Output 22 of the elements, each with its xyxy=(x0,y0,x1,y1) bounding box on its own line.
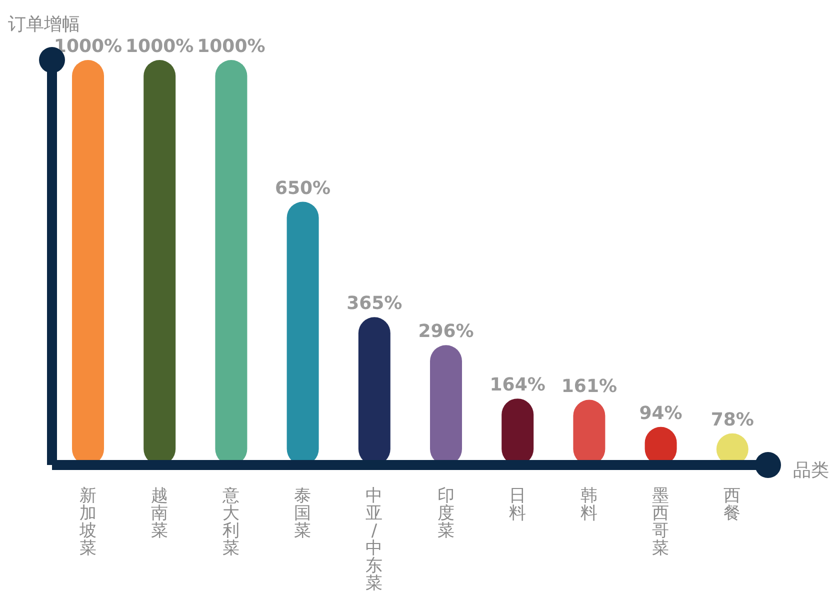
data-label: 365% xyxy=(346,293,402,314)
data-label: 1000% xyxy=(54,36,122,57)
y-axis-title: 订单增幅 xyxy=(8,13,80,36)
x-tick-label: 中亚/中东菜 xyxy=(366,486,383,594)
x-tick-label: 意大利菜 xyxy=(222,486,240,558)
data-label: 164% xyxy=(490,374,546,396)
x-axis-title: 品类 xyxy=(793,459,829,482)
x-tick-label: 韩料 xyxy=(580,486,598,524)
x-tick-label: 印度菜 xyxy=(437,486,454,541)
x-tick-label: 墨西哥菜 xyxy=(652,486,670,558)
data-label: 161% xyxy=(561,376,618,397)
x-tick-label: 日料 xyxy=(508,486,526,524)
data-label: 650% xyxy=(274,178,331,199)
x-tick-label: 泰国菜 xyxy=(294,486,312,541)
data-label: 94% xyxy=(639,402,682,424)
x-tick-label: 新加坡菜 xyxy=(78,486,96,558)
data-label: 1000% xyxy=(197,36,266,57)
data-label: 296% xyxy=(418,321,474,342)
x-tick-label: 越南菜 xyxy=(150,486,168,541)
data-label: 1000% xyxy=(126,36,194,57)
x-tick-label: 西餐 xyxy=(724,486,741,524)
data-label: 78% xyxy=(710,409,754,430)
